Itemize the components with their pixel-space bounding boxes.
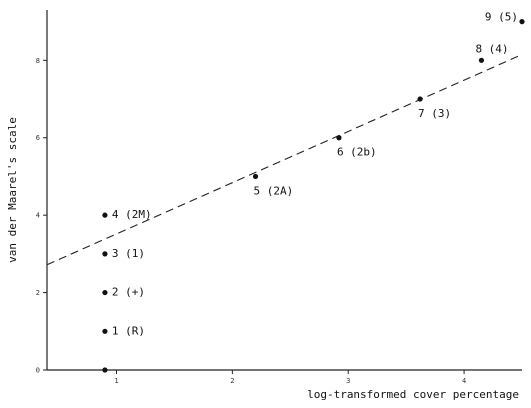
y-tick-label: 8 [36, 57, 40, 65]
data-point [102, 289, 108, 296]
data-point-label: 3 (1) [112, 247, 145, 260]
data-point-label: 1 (R) [112, 324, 145, 337]
data-point-label: 6 (2b) [337, 146, 377, 159]
data-point [336, 135, 342, 141]
y-tick-label: 4 [36, 212, 40, 220]
data-point-label: 4 (2M) [112, 208, 152, 221]
x-tick-label: 3 [346, 377, 350, 385]
y-tick-label: 0 [36, 367, 40, 375]
data-point [417, 96, 423, 102]
data-point [102, 367, 108, 373]
fit-line [46, 54, 523, 266]
ticks: 1 2 3 4 0 2 4 6 8 [36, 57, 466, 385]
x-tick-label: 2 [230, 377, 234, 385]
data-point-label: 7 (3) [418, 107, 451, 120]
data-point [252, 173, 259, 180]
x-tick-label: 1 [114, 377, 118, 385]
data-point-label: 8 (4) [475, 42, 508, 55]
data-point-label: 2 (+) [112, 286, 145, 299]
data-points: 1 (R) 2 (+) 3 (1) 4 (2M) 5 (2A) 6 (2b) 7 (3) 8 … [102, 11, 525, 373]
data-point-label: 5 (2A) [254, 184, 294, 197]
y-tick-label: 2 [36, 289, 40, 297]
x-tick-label: 4 [462, 377, 466, 385]
y-axis-title: van der Maarel's scale [6, 117, 19, 263]
data-point [102, 212, 108, 218]
data-point [102, 251, 108, 257]
data-point [519, 19, 525, 25]
data-point [102, 328, 108, 334]
x-axis-title: log-transformed cover percentage [307, 388, 519, 401]
data-point [478, 57, 485, 63]
axes [46, 10, 522, 371]
data-point-label: 9 (5) [485, 11, 518, 24]
y-tick-label: 6 [36, 134, 40, 142]
